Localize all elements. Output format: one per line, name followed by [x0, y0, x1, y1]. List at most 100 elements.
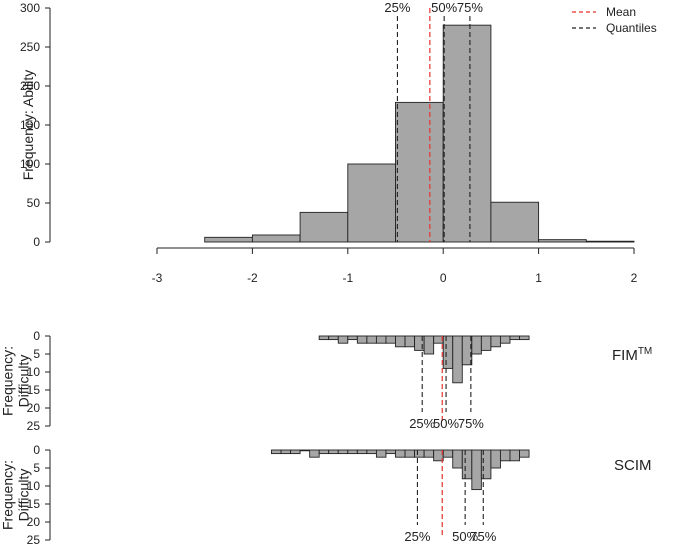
scim-bar [385, 449, 396, 455]
scim-y-tick-label: 15 [27, 497, 41, 511]
fim-quantile-label: 50% [433, 416, 459, 431]
ability-quantile-label: 25% [384, 0, 410, 15]
scim-bar [414, 449, 425, 458]
scim-quantile-label: 50% [452, 529, 478, 544]
scim-bar [337, 449, 349, 455]
x-tick-label: 1 [535, 271, 542, 285]
x-tick-label: -1 [342, 271, 353, 285]
fim-bar [509, 335, 520, 341]
fim-quantile-label: 75% [458, 416, 484, 431]
ability-quantile-label: 50% [431, 0, 457, 15]
fim-y-label: Frequency:Difficulty [0, 346, 32, 416]
scim-bar [290, 449, 301, 455]
ability-bar [538, 239, 587, 243]
fim-quantile-label: 25% [409, 416, 435, 431]
ability-bar [299, 211, 349, 243]
scim-bar [299, 449, 311, 452]
scim-bar [490, 449, 501, 469]
scim-bar [280, 449, 292, 455]
fim-bar [499, 335, 511, 344]
scim-bar [404, 449, 416, 458]
ability-y-tick-label: 0 [33, 235, 40, 249]
scim-bar [452, 449, 463, 469]
ability-y-tick-label: 250 [20, 40, 40, 54]
scim-bar [271, 449, 282, 455]
fim-bar [318, 335, 330, 341]
scim-bar [499, 449, 511, 462]
fim-bar [480, 335, 492, 351]
scim-y-tick-label: 10 [27, 479, 41, 493]
fim-bar [385, 335, 396, 344]
scim-y-tick-label: 5 [33, 461, 40, 475]
legend-quantiles-label: Quantiles [606, 21, 657, 35]
scim-bar [461, 449, 473, 480]
ability-bar [442, 24, 492, 243]
scim-bar [519, 449, 530, 458]
fim-y-tick-label: 25 [27, 419, 41, 433]
ability-y-tick-label: 50 [27, 196, 41, 210]
x-tick-label: -3 [152, 271, 163, 285]
fim-bar [347, 335, 358, 341]
ability-bar [347, 163, 396, 243]
scim-panel: 0 5 10 15 20 25 Frequency:Difficulty 25% 50%75% S… [0, 443, 652, 546]
scim-bar [347, 449, 358, 455]
fim-y-tick-label: 10 [27, 365, 41, 379]
ability-quantile-label: 75% [457, 0, 483, 15]
scim-quantile-label: 25% [404, 529, 430, 544]
fim-y-tick-label: 0 [33, 329, 40, 343]
fim-y-tick-label: 20 [27, 401, 41, 415]
scim-bar [328, 449, 339, 455]
scim-panel-label: SCIM [614, 457, 652, 474]
fim-bar [452, 335, 463, 384]
scim-y-tick-label: 0 [33, 443, 40, 457]
scim-bar [375, 449, 387, 458]
ability-bar [251, 234, 301, 243]
fim-panel-label: FIMTM [612, 346, 652, 364]
fim-y-tick-label: 5 [33, 347, 40, 361]
fim-bar [423, 335, 435, 355]
scim-y-tick-label: 25 [27, 533, 41, 546]
ability-bar [490, 201, 540, 243]
fim-bar [356, 335, 368, 344]
fim-bar [490, 335, 501, 348]
scim-bar [395, 449, 406, 458]
fim-bar [337, 335, 349, 344]
x-tick-label: 2 [631, 271, 638, 285]
scim-bar [366, 449, 377, 455]
ability-y-tick-label: 300 [20, 1, 40, 15]
legend-mean-label: Mean [606, 5, 636, 19]
fim-bar [471, 335, 482, 355]
scim-bar [318, 449, 330, 455]
fim-bar [395, 335, 406, 348]
ability-y-tick-label: 200 [20, 79, 40, 93]
ability-y-label: Frequency: Ability [20, 70, 36, 181]
legend: Mean Quantiles [572, 5, 657, 35]
fim-y-tick-label: 15 [27, 383, 41, 397]
fim-bar [519, 335, 530, 341]
scim-bar [442, 449, 454, 458]
fim-bar [375, 335, 387, 344]
scim-bar [509, 449, 520, 462]
scim-bar [309, 449, 320, 458]
scim-quantile-label: 75% [470, 529, 496, 544]
ability-panel: 0 50 100 150 200 250 300 Frequency: Ability 25% 5… [20, 0, 638, 285]
fim-bar [404, 335, 416, 348]
x-tick-label: 0 [440, 271, 447, 285]
ability-y-tick-label: 150 [20, 118, 40, 132]
fim-bar [442, 335, 454, 369]
fim-panel: 0 5 10 15 20 25 Frequency:Difficulty 25%50%75% F… [0, 329, 652, 433]
x-tick-label: -2 [247, 271, 258, 285]
ability-y-tick-label: 100 [20, 157, 40, 171]
ability-bar [585, 240, 635, 243]
scim-bar [423, 449, 435, 458]
fim-bar [366, 335, 377, 344]
ability-bar [395, 101, 444, 243]
fim-bar [328, 335, 339, 341]
scim-y-tick-label: 20 [27, 515, 41, 529]
scim-y-label: Frequency:Difficulty [0, 460, 32, 530]
scim-bar [356, 449, 368, 455]
ability-bar [204, 236, 253, 243]
